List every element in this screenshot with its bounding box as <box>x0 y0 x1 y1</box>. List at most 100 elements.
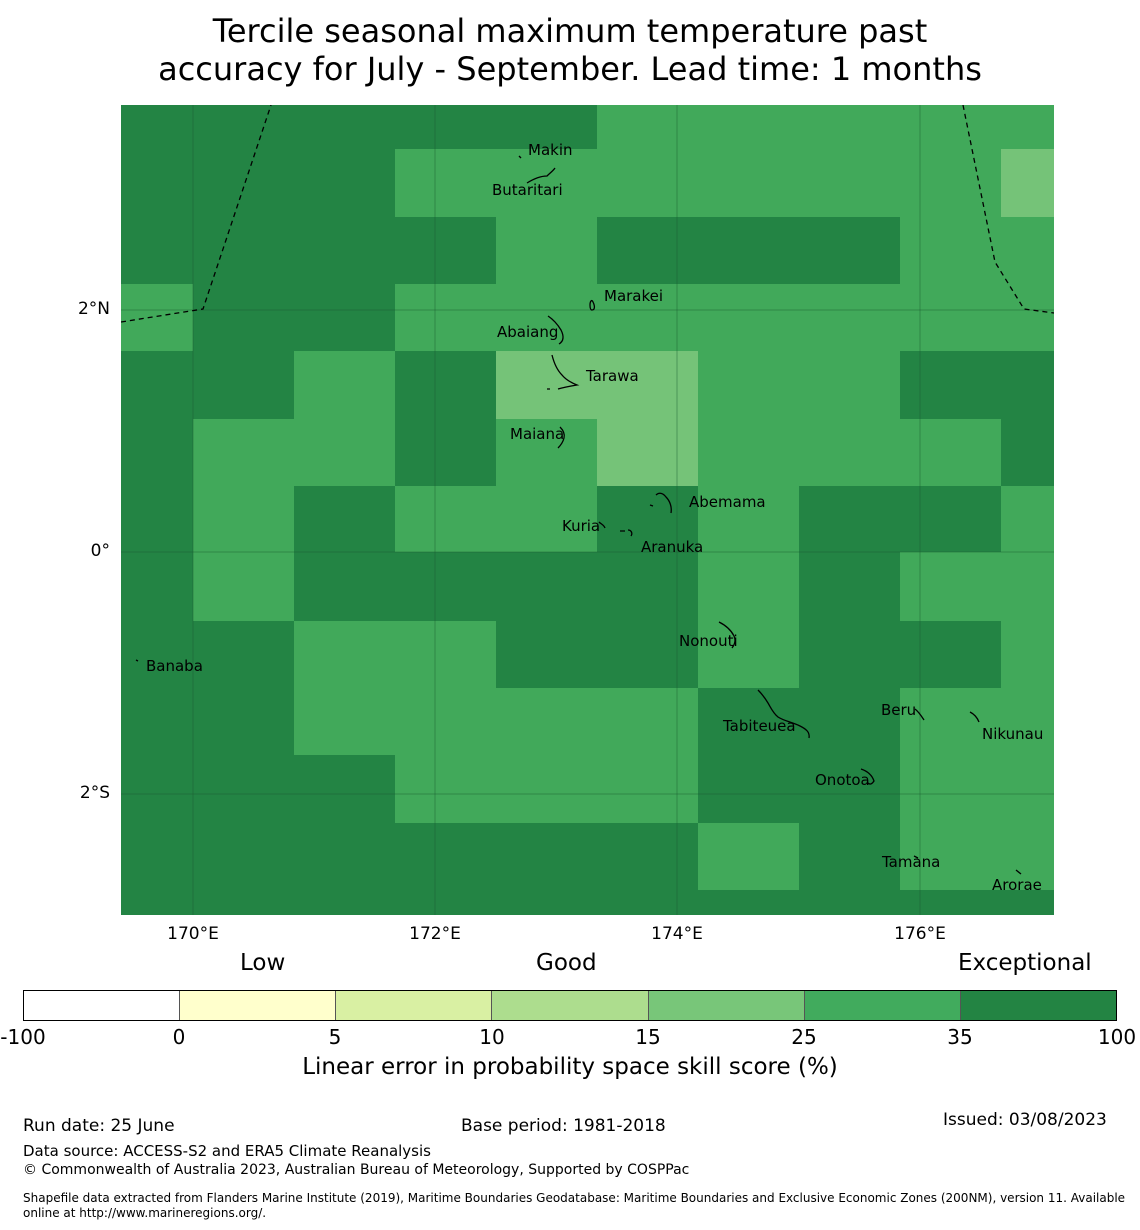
island-label-kuria: Kuria <box>562 517 600 535</box>
island-nonouti-shape <box>718 621 736 649</box>
lat-tick-2n: 2°N <box>77 299 110 319</box>
map-cell <box>799 217 901 285</box>
map-cell <box>496 351 598 420</box>
map-cell <box>900 755 1002 824</box>
map-cell <box>193 823 295 891</box>
colorbar-tick: 0 <box>172 1025 186 1049</box>
map-cell <box>496 419 598 487</box>
lon-tick-174e: 174°E <box>651 924 703 944</box>
island-label-banaba: Banaba <box>146 657 203 675</box>
map-cell <box>395 890 497 915</box>
map-cell <box>698 217 800 285</box>
colorbar-category-exceptional: Exceptional <box>958 950 1092 976</box>
map-cell <box>294 284 396 352</box>
island-aranuka-shape <box>627 529 633 537</box>
colorbar-tick: 35 <box>947 1025 973 1049</box>
map-cell <box>597 755 699 824</box>
map-cell <box>193 105 295 150</box>
map-cell <box>496 105 598 150</box>
map-cell <box>496 284 598 352</box>
map-cell <box>597 105 699 150</box>
map-cell <box>900 890 1002 915</box>
map-cell <box>900 351 1002 420</box>
map-cell <box>597 419 699 487</box>
map-cell <box>1001 217 1054 285</box>
island-label-abemama: Abemama <box>689 493 766 511</box>
map-cell <box>121 823 194 891</box>
colorbar-tick: 25 <box>791 1025 817 1049</box>
map-cell <box>193 217 295 285</box>
map-cell <box>698 621 800 689</box>
map-cell <box>799 823 901 891</box>
map-cell <box>799 351 901 420</box>
chart-title-line-2: accuracy for July - September. Lead time… <box>158 50 982 88</box>
map-cell <box>799 890 901 915</box>
map-cell <box>1001 284 1054 352</box>
map-cell <box>294 552 396 622</box>
map-cell <box>496 217 598 285</box>
island-onotoa-shape <box>860 768 875 785</box>
map-cell <box>395 621 497 689</box>
map-cell <box>496 755 598 824</box>
map-cell <box>1001 890 1054 915</box>
map-cell <box>193 486 295 553</box>
map-cell <box>294 217 396 285</box>
map-cell <box>193 419 295 487</box>
map-cell <box>294 688 396 756</box>
data-source: Data source: ACCESS-S2 and ERA5 Climate … <box>23 1142 431 1160</box>
colorbar-tick: 100 <box>1097 1025 1137 1049</box>
island-label-butaritari: Butaritari <box>492 181 563 199</box>
island-label-tarawa: Tarawa <box>585 367 639 385</box>
map-cell <box>294 823 396 891</box>
lat-tick-2s: 2°S <box>79 783 110 803</box>
map-cell <box>193 621 295 689</box>
lon-tick-176e: 176°E <box>894 924 946 944</box>
map-cell <box>799 149 901 218</box>
island-arorae-shape <box>1015 869 1022 875</box>
colorbar-segment <box>24 991 181 1020</box>
lat-lon-gridlines <box>121 105 1054 915</box>
map-cell <box>1001 419 1054 487</box>
map-cell <box>193 552 295 622</box>
map-cell <box>698 823 800 891</box>
map-cell <box>193 688 295 756</box>
map-cell <box>799 688 901 756</box>
map-cell <box>121 552 194 622</box>
island-label-tabiteuea: Tabiteuea <box>722 717 796 735</box>
map-cell <box>121 284 194 352</box>
map-cell <box>698 890 800 915</box>
map-cell <box>698 688 800 756</box>
island-outlines <box>135 155 1022 875</box>
map-cell <box>1001 688 1054 756</box>
map-cell <box>121 105 194 150</box>
island-tabiteuea-shape <box>757 689 810 739</box>
map-cell <box>799 755 901 824</box>
map-cell <box>294 105 396 150</box>
map-cell <box>597 552 699 622</box>
map-cell <box>121 755 194 824</box>
map-cell <box>900 688 1002 756</box>
island-kuria-shape <box>598 521 625 532</box>
skill-score-map: Makin Butaritari Marakei Abaiang Tarawa … <box>121 105 1054 915</box>
map-cell <box>395 149 497 218</box>
map-cell <box>900 105 1002 150</box>
map-cell <box>597 621 699 689</box>
lon-tick-172e: 172°E <box>409 924 461 944</box>
map-cell <box>294 351 396 420</box>
map-cell <box>121 486 194 553</box>
map-cell <box>496 890 598 915</box>
base-period: Base period: 1981-2018 <box>461 1116 666 1136</box>
chart-title-line-1: Tercile seasonal maximum temperature pas… <box>212 12 928 50</box>
island-label-arorae: Arorae <box>992 876 1042 894</box>
island-banaba-shape <box>135 659 139 662</box>
colorbar-segment <box>336 991 493 1020</box>
map-cell <box>294 890 396 915</box>
island-label-nikunau: Nikunau <box>982 725 1043 743</box>
map-cell <box>799 419 901 487</box>
eez-boundary-west <box>121 105 272 323</box>
map-cell <box>121 621 194 689</box>
map-cell <box>597 688 699 756</box>
island-makin-shape <box>518 155 522 159</box>
map-cell <box>496 149 598 218</box>
map-cell <box>395 284 497 352</box>
